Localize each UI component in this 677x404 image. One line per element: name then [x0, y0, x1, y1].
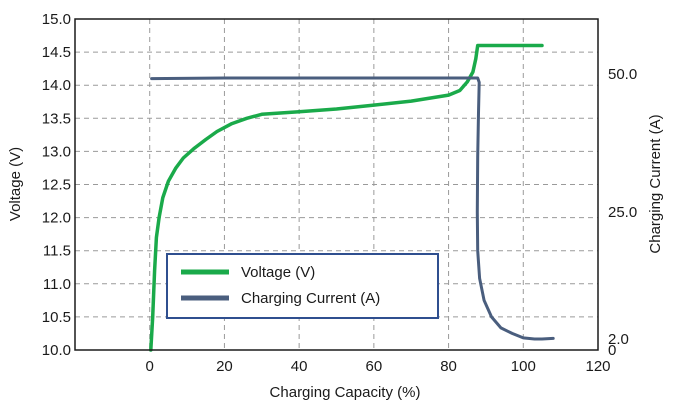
x-tick-label: 20 [216, 358, 233, 375]
right-y-tick-label: 2.0 [608, 331, 629, 348]
left-y-tick-label: 11.5 [43, 243, 71, 260]
left-y-tick-label: 13.0 [42, 143, 71, 160]
right-y-axis-title: Charging Current (A) [647, 114, 664, 253]
plot-area-frame [74, 18, 599, 351]
left-y-tick-label: 11.0 [43, 276, 71, 293]
series-line-current [150, 76, 555, 341]
right-y-tick-label: 0 [608, 342, 616, 359]
legend-box [166, 253, 439, 319]
left-y-tick-label: 14.0 [42, 77, 71, 94]
left-y-tick-label: 12.0 [42, 210, 71, 227]
right-y-tick-label: 25.0 [608, 204, 637, 221]
x-tick-label: 40 [291, 358, 308, 375]
left-y-tick-label: 15.0 [42, 11, 71, 28]
axis-ticks: 0 20 40 60 80 100 120 10.0 10.5 11.0 11.5 12.0 12.5 1… [42, 11, 637, 375]
series-line-voltage [149, 43, 544, 352]
x-tick-label: 100 [511, 358, 536, 375]
legend-label-current: Charging Current (A) [241, 290, 380, 307]
left-y-tick-label: 10.5 [42, 309, 71, 326]
x-axis-title: Charging Capacity (%) [270, 384, 421, 401]
x-tick-label: 60 [366, 358, 383, 375]
series-lines [149, 43, 555, 352]
left-y-tick-label: 12.5 [42, 177, 71, 194]
right-y-tick-label: 50.0 [608, 66, 637, 83]
left-y-tick-label: 10.0 [42, 342, 71, 359]
x-tick-label: 0 [146, 358, 154, 375]
x-tick-label: 80 [440, 358, 457, 375]
left-y-axis-title: Voltage (V) [7, 147, 24, 221]
legend-label-voltage: Voltage (V) [241, 264, 315, 281]
x-tick-label: 120 [585, 358, 610, 375]
left-y-tick-label: 14.5 [42, 44, 71, 61]
left-y-tick-label: 13.5 [42, 110, 71, 127]
legend: Voltage (V) Charging Current (A) [166, 253, 439, 319]
